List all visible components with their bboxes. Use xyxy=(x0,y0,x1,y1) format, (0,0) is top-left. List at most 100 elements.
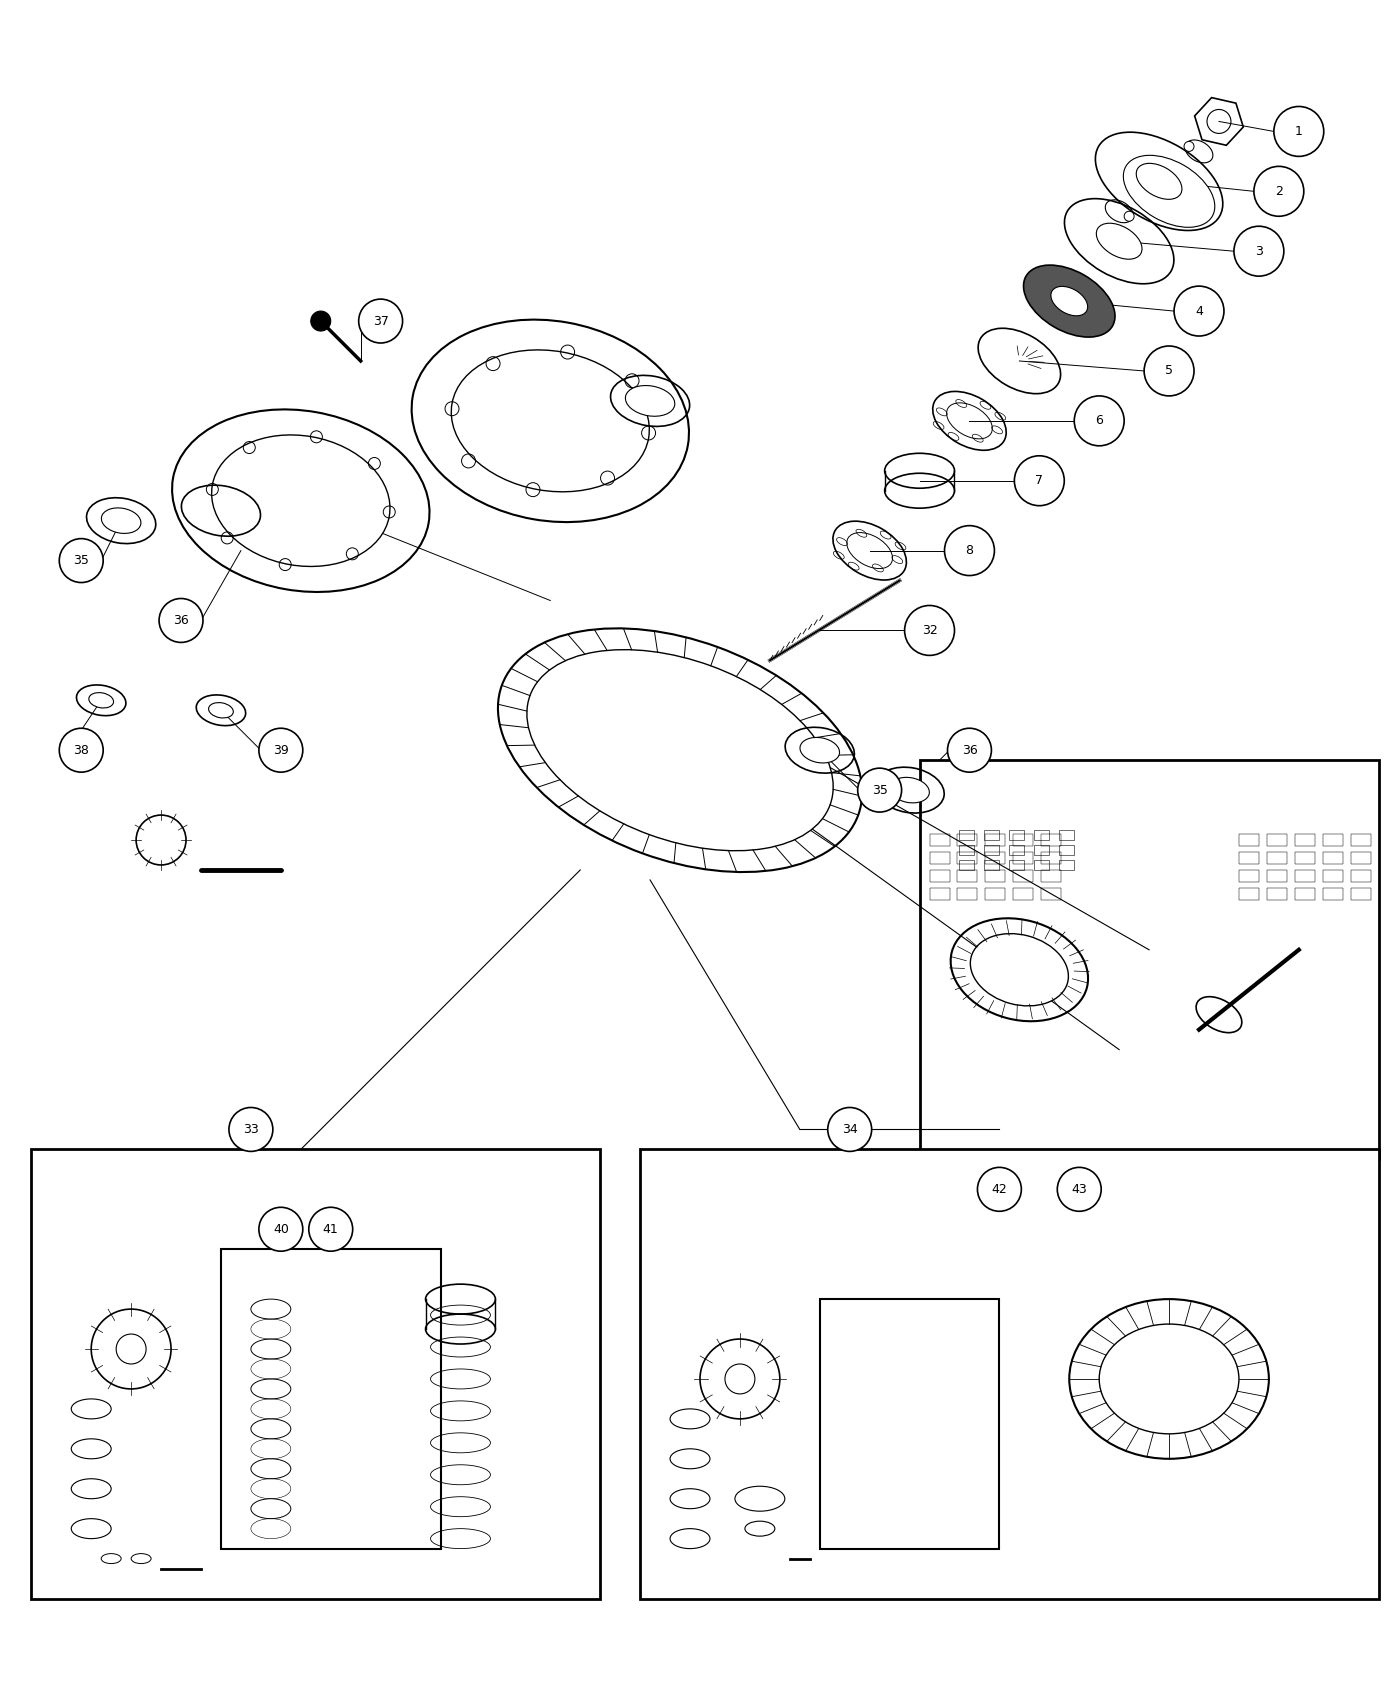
Bar xyxy=(1009,845,1025,855)
Text: 43: 43 xyxy=(1071,1183,1088,1195)
Ellipse shape xyxy=(526,649,833,850)
Bar xyxy=(1060,860,1074,870)
Bar xyxy=(1295,852,1315,864)
Bar xyxy=(984,860,1000,870)
Bar xyxy=(958,852,977,864)
Text: 36: 36 xyxy=(962,743,977,756)
Text: 4: 4 xyxy=(1196,304,1203,318)
Bar xyxy=(1267,870,1287,882)
Bar xyxy=(1014,887,1033,899)
Text: 34: 34 xyxy=(841,1124,858,1136)
Bar xyxy=(984,830,1000,840)
Text: 3: 3 xyxy=(1254,245,1263,258)
Ellipse shape xyxy=(1099,1324,1239,1433)
Circle shape xyxy=(1233,226,1284,275)
Bar xyxy=(959,845,974,855)
Ellipse shape xyxy=(209,702,234,717)
Text: 5: 5 xyxy=(1165,364,1173,377)
Circle shape xyxy=(309,1207,353,1251)
Text: 8: 8 xyxy=(966,544,973,558)
Bar xyxy=(1014,852,1033,864)
Circle shape xyxy=(904,605,955,656)
Ellipse shape xyxy=(1051,286,1088,316)
Circle shape xyxy=(948,728,991,772)
Circle shape xyxy=(1175,286,1224,337)
Bar xyxy=(920,760,1379,1159)
Circle shape xyxy=(1254,167,1303,216)
Circle shape xyxy=(1184,141,1194,151)
Ellipse shape xyxy=(1023,265,1114,337)
Text: 36: 36 xyxy=(174,614,189,627)
Bar xyxy=(930,835,949,847)
Bar xyxy=(1239,887,1259,899)
Bar xyxy=(1351,852,1371,864)
Circle shape xyxy=(160,598,203,643)
Bar xyxy=(1014,835,1033,847)
Circle shape xyxy=(59,728,104,772)
Bar xyxy=(1239,835,1259,847)
Bar xyxy=(986,835,1005,847)
Ellipse shape xyxy=(116,1334,146,1363)
Bar xyxy=(1295,887,1315,899)
Bar xyxy=(1035,830,1050,840)
Bar xyxy=(1042,852,1061,864)
Bar xyxy=(1042,835,1061,847)
Bar xyxy=(984,845,1000,855)
Text: 39: 39 xyxy=(273,743,288,756)
Ellipse shape xyxy=(626,386,675,416)
Ellipse shape xyxy=(890,777,930,802)
Ellipse shape xyxy=(88,692,113,707)
Bar xyxy=(1239,852,1259,864)
Circle shape xyxy=(858,768,902,813)
Bar xyxy=(1009,860,1025,870)
Ellipse shape xyxy=(101,508,141,534)
Text: 35: 35 xyxy=(73,554,90,568)
Bar xyxy=(1323,870,1343,882)
Circle shape xyxy=(827,1107,872,1151)
Bar xyxy=(1295,870,1315,882)
Circle shape xyxy=(230,1107,273,1151)
Bar xyxy=(1323,887,1343,899)
Bar xyxy=(1267,887,1287,899)
Bar xyxy=(930,887,949,899)
Text: 38: 38 xyxy=(73,743,90,756)
Bar xyxy=(930,852,949,864)
Circle shape xyxy=(1015,456,1064,505)
Bar xyxy=(1042,870,1061,882)
Ellipse shape xyxy=(211,435,391,566)
Ellipse shape xyxy=(725,1363,755,1394)
Text: 35: 35 xyxy=(872,784,888,797)
Circle shape xyxy=(59,539,104,583)
Bar xyxy=(1351,835,1371,847)
Bar xyxy=(1323,835,1343,847)
Circle shape xyxy=(311,311,330,332)
Bar xyxy=(1239,870,1259,882)
Text: 6: 6 xyxy=(1095,415,1103,427)
Circle shape xyxy=(1057,1168,1102,1212)
Bar xyxy=(986,887,1005,899)
Circle shape xyxy=(1274,107,1324,156)
Bar xyxy=(1009,830,1025,840)
Bar xyxy=(1042,887,1061,899)
Bar xyxy=(986,852,1005,864)
Text: 40: 40 xyxy=(273,1222,288,1236)
Bar xyxy=(930,870,949,882)
Ellipse shape xyxy=(970,933,1068,1006)
Bar xyxy=(1014,870,1033,882)
Bar xyxy=(1035,845,1050,855)
Bar xyxy=(1060,845,1074,855)
Circle shape xyxy=(1074,396,1124,445)
Bar xyxy=(1060,830,1074,840)
Circle shape xyxy=(259,728,302,772)
Bar xyxy=(31,1149,601,1598)
Circle shape xyxy=(358,299,403,343)
Text: 41: 41 xyxy=(323,1222,339,1236)
Text: 32: 32 xyxy=(921,624,938,638)
Bar xyxy=(1295,835,1315,847)
Bar xyxy=(958,835,977,847)
Bar xyxy=(959,830,974,840)
Text: 2: 2 xyxy=(1275,185,1282,197)
Text: 37: 37 xyxy=(372,314,389,328)
Bar xyxy=(958,870,977,882)
Circle shape xyxy=(1124,211,1134,221)
